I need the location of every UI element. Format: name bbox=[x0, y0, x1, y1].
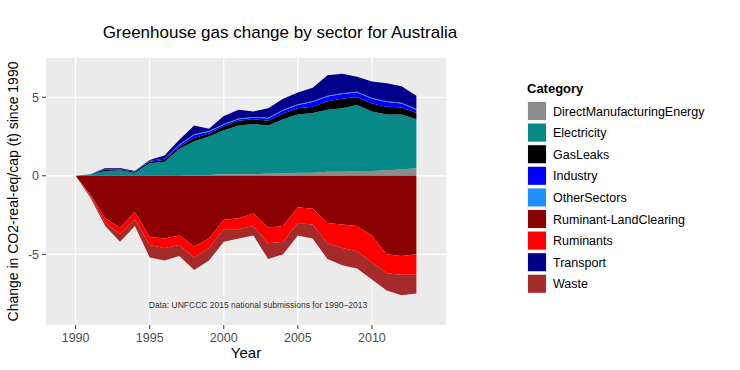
area bbox=[76, 93, 417, 176]
tick bbox=[75, 325, 76, 329]
tick bbox=[371, 325, 372, 329]
legend-key-bg bbox=[527, 231, 547, 251]
title: Greenhouse gas change by sector for Aust… bbox=[103, 23, 458, 42]
legend-label: DirectManufacturingEnergy bbox=[553, 105, 705, 119]
tick-label: 1990 bbox=[62, 331, 90, 345]
legend-key-bg bbox=[527, 123, 547, 143]
legend-label: Ruminant-LandClearing bbox=[553, 213, 685, 227]
legend-key bbox=[528, 275, 546, 293]
legend-label: Electricity bbox=[553, 126, 607, 140]
legend-key bbox=[528, 102, 546, 120]
plot-background bbox=[46, 58, 446, 325]
tick-label: 2005 bbox=[284, 331, 312, 345]
area bbox=[76, 97, 417, 176]
legend-key bbox=[528, 210, 546, 228]
tick bbox=[42, 97, 46, 98]
chart: Greenhouse gas change by sector for Aust… bbox=[0, 0, 740, 370]
tick-label: 1995 bbox=[136, 331, 164, 345]
legend-key bbox=[528, 124, 546, 142]
annotation: Data: UNFCCC 2015 national submissions f… bbox=[149, 300, 368, 310]
legend-key-bg bbox=[527, 144, 547, 164]
tick-label: 2010 bbox=[358, 331, 386, 345]
legend-label: GasLeaks bbox=[553, 148, 609, 162]
tick-label: 2000 bbox=[210, 331, 238, 345]
legend-key-bg bbox=[527, 166, 547, 186]
legend-key-bg bbox=[527, 274, 547, 294]
legend-key-bg bbox=[527, 252, 547, 272]
legend-key bbox=[528, 253, 546, 271]
legend-key-bg bbox=[527, 187, 547, 207]
area bbox=[76, 92, 417, 176]
tick-label: -5 bbox=[28, 248, 39, 262]
area bbox=[76, 74, 417, 176]
tick bbox=[297, 325, 298, 329]
legend-key-bg bbox=[527, 209, 547, 229]
legend-label: OtherSectors bbox=[553, 191, 627, 205]
legend-label: Industry bbox=[553, 169, 598, 183]
grid-line bbox=[75, 58, 76, 325]
tick bbox=[149, 325, 150, 329]
legend-label: Waste bbox=[553, 277, 588, 291]
y-axis-title: Change in CO2-real-eq/cap (t) since 1990 bbox=[5, 61, 21, 321]
tick bbox=[42, 254, 46, 255]
legend-title: Category bbox=[527, 81, 584, 96]
legend-key bbox=[528, 188, 546, 206]
legend-key bbox=[528, 167, 546, 185]
area bbox=[76, 176, 417, 295]
x-axis-title: Year bbox=[231, 344, 261, 361]
legend-label: Ruminants bbox=[553, 234, 613, 248]
legend-key-bg bbox=[527, 101, 547, 121]
legend-key bbox=[528, 232, 546, 250]
legend-label: Transport bbox=[553, 256, 607, 270]
areas bbox=[76, 74, 417, 295]
tick-label: 5 bbox=[32, 91, 39, 105]
tick bbox=[223, 325, 224, 329]
tick bbox=[42, 175, 46, 176]
tick-label: 0 bbox=[32, 169, 39, 183]
legend-key bbox=[528, 145, 546, 163]
